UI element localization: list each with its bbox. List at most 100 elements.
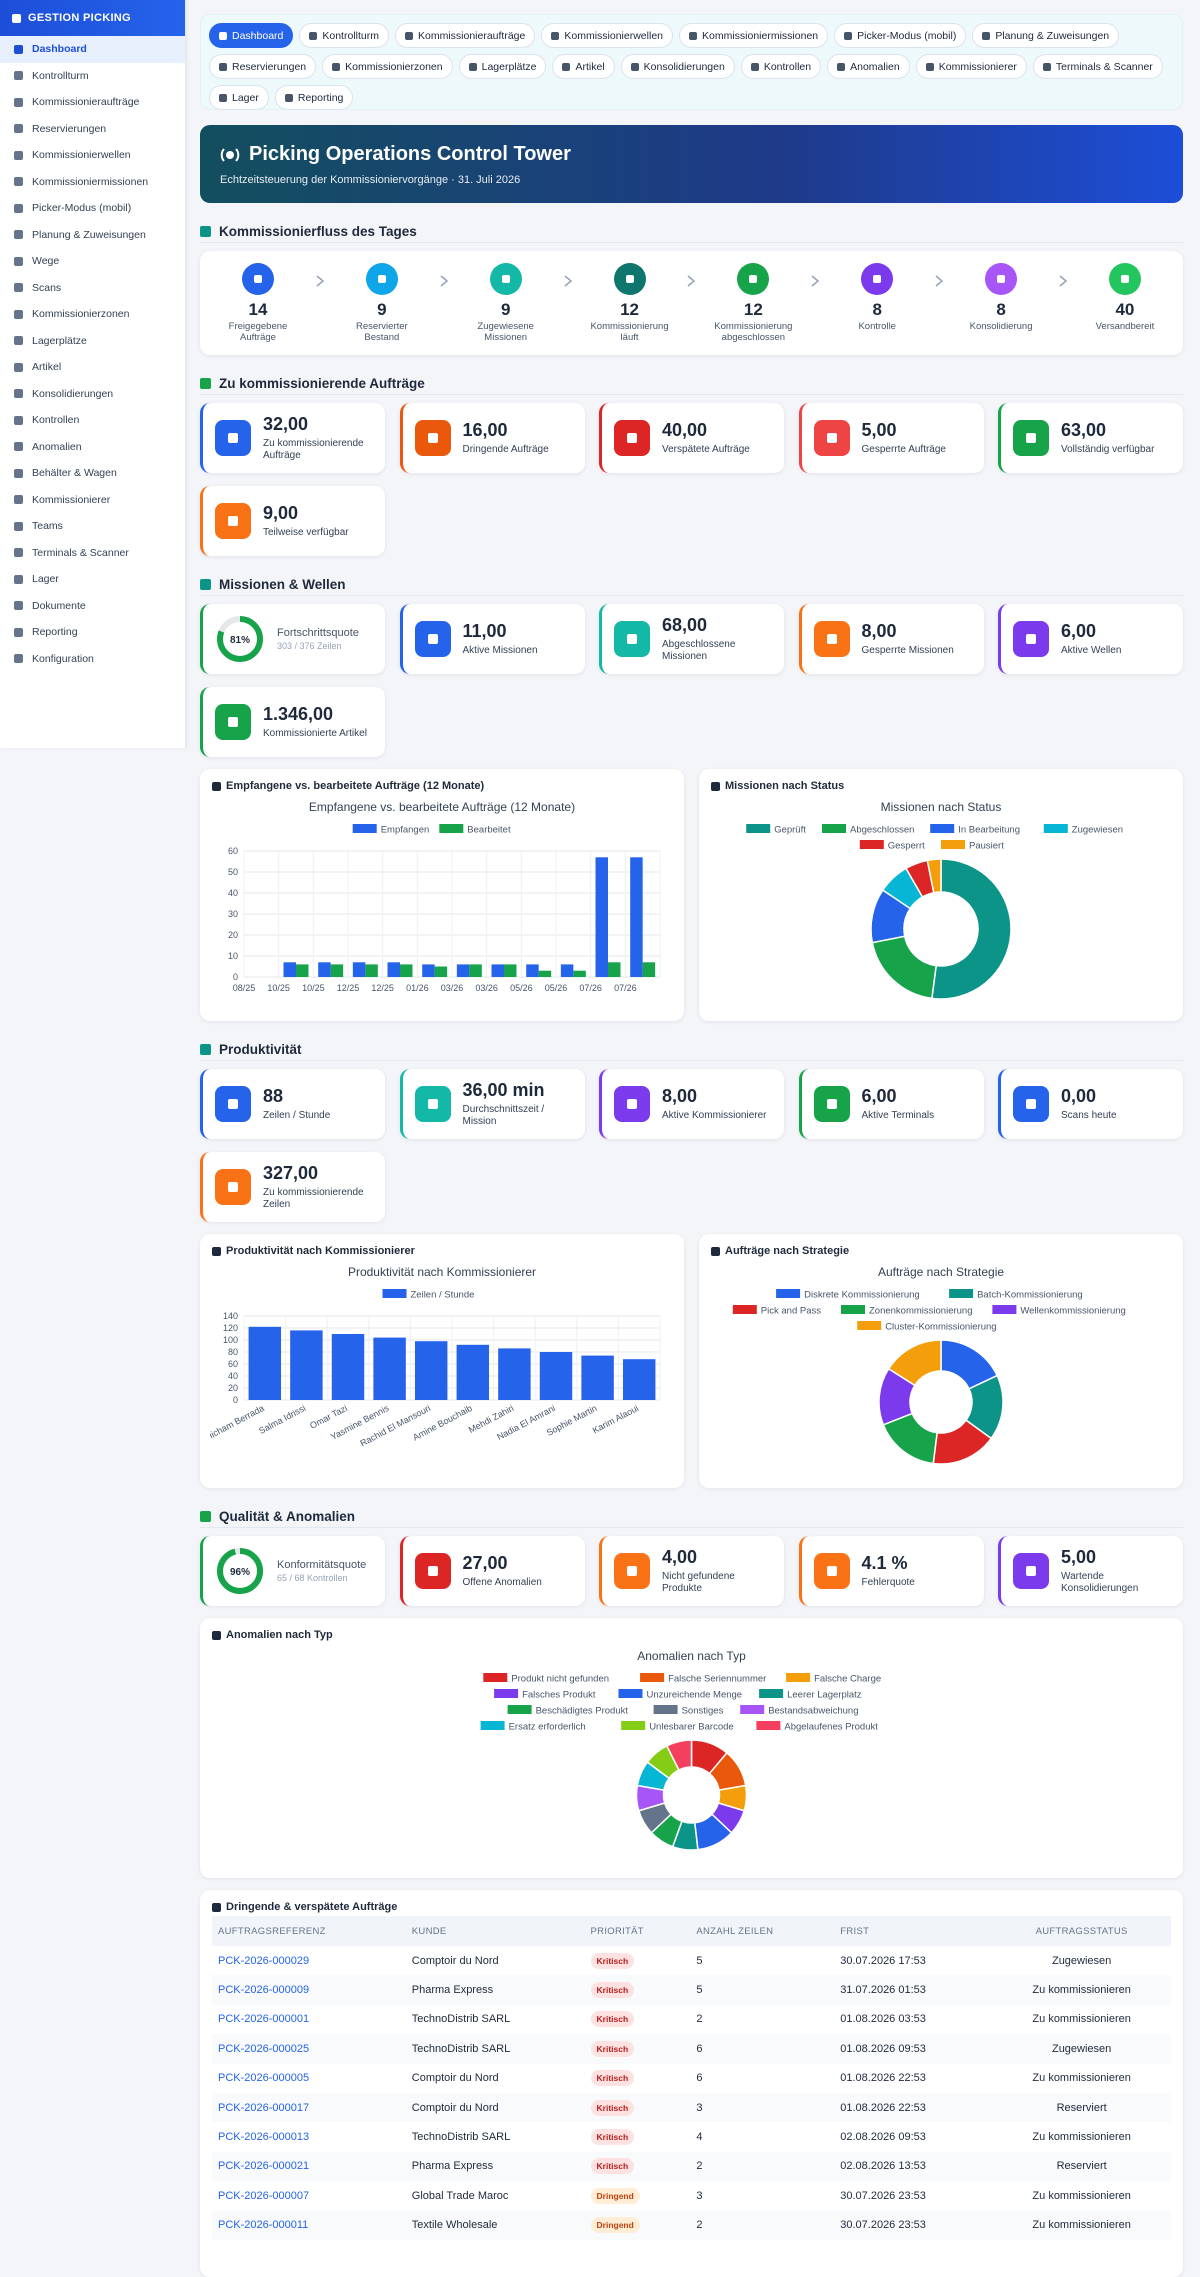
tab[interactable]: Picker-Modus (mobil) [834, 23, 967, 48]
sidebar-item[interactable]: Behälter & Wagen [0, 460, 185, 487]
step-value: 8 [872, 300, 882, 319]
tab[interactable]: Anomalien [827, 54, 910, 79]
cell-text: 5 [696, 1984, 703, 1997]
kpi-value: 6,00 [1061, 621, 1097, 641]
sidebar-item[interactable]: Picker-Modus (mobil) [0, 195, 185, 222]
table-row: PCK-2026-000001 TechnoDistrib SARL Kritisc… [212, 2005, 1171, 2034]
x-tick-label: Karim Alaoui [591, 1403, 640, 1436]
glyph-shape [627, 1566, 637, 1576]
sidebar-item[interactable]: Kommissioniermissionen [0, 169, 185, 196]
sidebar-item[interactable]: Kommissionierzonen [0, 301, 185, 328]
tab[interactable]: Kommissionierer [915, 54, 1027, 79]
step-value: 12 [743, 300, 763, 319]
table-cell: Zu kommissionieren [992, 1975, 1171, 2005]
sidebar-item[interactable]: Kommissionierwellen [0, 142, 185, 169]
kpi-icon [813, 1086, 850, 1122]
order-link[interactable]: PCK-2026-000029 [218, 1954, 310, 1967]
bar [422, 964, 435, 977]
progress-ring: 96% [217, 1548, 263, 1594]
sidebar-item[interactable]: Kommissionierer [0, 487, 185, 514]
legend-label: Pausiert [969, 841, 1004, 852]
kpi-card: 68,00 Abgeschlossene Missionen [599, 604, 784, 674]
order-link[interactable]: PCK-2026-000009 [218, 1984, 310, 1997]
table-cell: Kritisch [584, 2092, 691, 2123]
order-link[interactable]: PCK-2026-000011 [218, 2219, 309, 2232]
tab[interactable]: Artikel [552, 54, 615, 79]
legend-swatch [756, 1721, 781, 1730]
sidebar-item[interactable]: Dokumente [0, 593, 185, 620]
sidebar-item[interactable]: Lagerplätze [0, 328, 185, 355]
tab[interactable]: Planung & Zuweisungen [972, 23, 1120, 48]
card-icon [212, 1246, 221, 1256]
table-row: PCK-2026-000009 Pharma Express Kritisch 5 31… [212, 1975, 1171, 2005]
sidebar-item[interactable]: Teams [0, 513, 185, 540]
section-heading: Missionen & Wellen [200, 574, 1183, 596]
sidebar-item[interactable]: Artikel [0, 354, 185, 381]
tab[interactable]: Kommissionierwellen [541, 23, 673, 48]
tab[interactable]: Kommissioniermissionen [679, 23, 829, 48]
tab[interactable]: Kontrollturm [299, 23, 389, 48]
flow-step: 8 Konsolidierung [957, 263, 1045, 333]
tab[interactable]: Reservierungen [209, 54, 317, 79]
order-link[interactable]: PCK-2026-000001 [218, 2013, 310, 2026]
tab[interactable]: Terminals & Scanner [1032, 54, 1163, 79]
sidebar-item[interactable]: Wege [0, 248, 185, 275]
icon-glyph [228, 717, 238, 727]
kpi-label: Scans heute [1061, 1110, 1117, 1121]
tab[interactable]: Lager [209, 85, 269, 110]
sidebar-item[interactable]: Dashboard [0, 36, 185, 63]
progress-ring: 81% [217, 616, 263, 662]
sidebar-item[interactable]: Kommissionieraufträge [0, 89, 185, 116]
kpi-value: 1.346,00 [263, 704, 334, 724]
legend-swatch [930, 824, 955, 833]
sidebar-item[interactable]: Konsolidierungen [0, 381, 185, 408]
order-link[interactable]: PCK-2026-000017 [218, 2101, 310, 2114]
order-link[interactable]: PCK-2026-000013 [218, 2131, 310, 2144]
tab[interactable]: Kommissionieraufträge [394, 23, 536, 48]
chart-card: Empfangene vs. bearbeitete Aufträge (12 … [200, 769, 684, 1021]
card-header: Anomalien nach Typ [200, 1618, 1183, 1644]
sidebar-label: Planung & Zuweisungen [32, 228, 146, 241]
tab[interactable]: Konsolidierungen [620, 54, 735, 79]
sidebar-icon [14, 336, 23, 346]
kpi-icon [1013, 1553, 1049, 1589]
sidebar-icon [14, 177, 23, 187]
sidebar-item[interactable]: Reservierungen [0, 116, 185, 143]
tab[interactable]: Dashboard [209, 23, 294, 48]
sidebar-item[interactable]: Lager [0, 566, 185, 593]
table-cell: PCK-2026-000009 [212, 1975, 406, 2005]
sidebar-item[interactable]: Anomalien [0, 434, 185, 461]
y-tick-label: 50 [228, 867, 238, 877]
sidebar-item[interactable]: Scans [0, 275, 185, 302]
table-row: PCK-2026-000011 Textile Wholesale Dringend… [212, 2210, 1171, 2240]
sidebar-item[interactable]: Terminals & Scanner [0, 540, 185, 567]
table-row: PCK-2026-000021 Pharma Express Kritisch 2 02… [212, 2151, 1171, 2182]
flow-step: 8 Kontrolle [833, 263, 921, 333]
bar [498, 1348, 531, 1400]
icon-glyph [228, 1099, 238, 1109]
tab[interactable]: Lagerplätze [458, 54, 547, 79]
order-link[interactable]: PCK-2026-000005 [218, 2072, 310, 2085]
table-cell: PCK-2026-000013 [212, 2122, 406, 2151]
sidebar-item[interactable]: Planung & Zuweisungen [0, 222, 185, 249]
order-link[interactable]: PCK-2026-000021 [218, 2160, 310, 2173]
tab-label: Picker-Modus (mobil) [857, 29, 957, 42]
tab[interactable]: Kommissionierzonen [322, 54, 453, 79]
order-link[interactable]: PCK-2026-000025 [218, 2042, 310, 2055]
sidebar-item[interactable]: Reporting [0, 619, 185, 646]
sidebar-icon [14, 627, 23, 637]
sidebar-item[interactable]: Kontrollturm [0, 63, 185, 90]
chevron [440, 275, 448, 287]
kpi-value: 6,00 [861, 1086, 897, 1106]
sidebar-item[interactable]: Kontrollen [0, 407, 185, 434]
legend-label: Zugewiesen [1072, 825, 1123, 836]
tab[interactable]: Kontrollen [740, 54, 822, 79]
kpi-label: Durchschnittszeit / Mission [462, 1104, 545, 1127]
cell-text: Comptoir du Nord [411, 1954, 499, 1967]
sidebar-icon [14, 601, 23, 611]
order-link[interactable]: PCK-2026-000007 [218, 2189, 310, 2202]
sidebar-item[interactable]: Konfiguration [0, 646, 185, 673]
tab[interactable]: Reporting [274, 85, 354, 110]
chevron [564, 275, 572, 287]
tab-icon [925, 62, 934, 71]
